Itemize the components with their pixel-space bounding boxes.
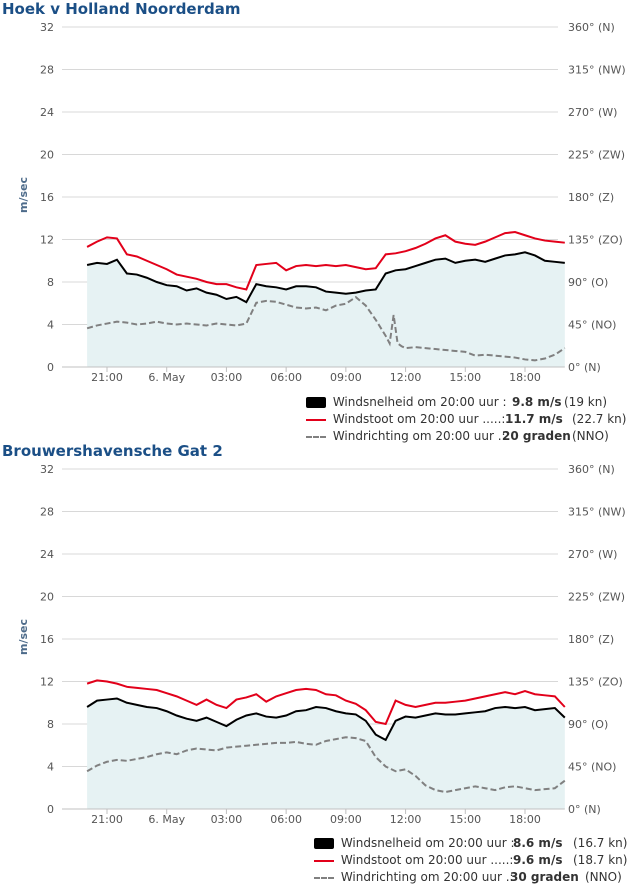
y2-tick-label: 0° (N) [568, 803, 601, 816]
legend-item-windrichting[interactable]: Windrichting om 20:00 uur .: 20 graden (… [306, 428, 632, 445]
series-line-windsnelheid [86, 251, 565, 304]
y-tick-label: 12 [40, 234, 54, 247]
y-tick-label: 20 [40, 591, 54, 604]
legend-item-windstoot[interactable]: Windstoot om 20:00 uur .....: 11.7 m/s (… [306, 411, 632, 428]
legend-extra: (22.7 kn) [572, 412, 627, 426]
legend-extra: (NNO) [585, 870, 622, 884]
y-tick-label: 24 [40, 548, 54, 561]
y2-tick-label: 135° (ZO) [568, 676, 623, 689]
legend-value: 30 graden [510, 870, 579, 884]
series-line-windstoot [86, 231, 565, 291]
legend-value: 9.6 m/s [513, 853, 563, 867]
y-tick-label: 32 [40, 21, 54, 34]
legend-label: Windrichting om 20:00 uur .: [340, 870, 514, 884]
y-tick-label: 32 [40, 463, 54, 476]
x-tick-label: 09:00 [330, 813, 362, 826]
y2-tick-label: 90° (O) [568, 276, 608, 289]
y-tick-label: 8 [47, 276, 54, 289]
x-tick-label: 12:00 [390, 371, 422, 384]
legend-label: Windsnelheid om 20:00 uur : [332, 395, 507, 409]
y2-tick-label: 270° (W) [568, 548, 617, 561]
legend-extra: (16.7 kn) [573, 836, 628, 850]
legend-item-windrichting[interactable]: Windrichting om 20:00 uur .: 30 graden (… [314, 869, 632, 886]
wind-chart[interactable]: 0 0° (N) 4 45° (NO) 8 90° (O) 12 135° (ZO) 16 180… [0, 442, 632, 882]
x-tick-label: 18:00 [509, 813, 541, 826]
chart-legend: Windsnelheid om 20:00 uur : 9.8 m/s (19 … [306, 394, 632, 445]
y2-tick-label: 225° (ZW) [568, 149, 625, 162]
chart-panel-hoek-v-holland: Hoek v Holland Noorderdam 0 0° (N) 4 45° (N… [0, 0, 632, 445]
y-tick-label: 20 [40, 149, 54, 162]
x-tick-label: 12:00 [390, 813, 422, 826]
speed-legend-symbol [306, 397, 326, 408]
y-axis-label: m/sec [17, 177, 30, 213]
legend-label: Windstoot om 20:00 uur .....: [332, 412, 506, 426]
x-tick-label: 21:00 [91, 371, 123, 384]
legend-label: Windrichting om 20:00 uur .: [332, 429, 506, 443]
x-tick-label: 15:00 [449, 813, 481, 826]
legend-item-windstoot[interactable]: Windstoot om 20:00 uur .....: 9.6 m/s (1… [314, 852, 632, 869]
direction-legend-symbol [314, 876, 334, 879]
chart-panel-brouwershavensche-gat: Brouwershavensche Gat 2 0 0° (N) 4 45° (NO)… [0, 442, 632, 884]
y-tick-label: 0 [47, 361, 54, 374]
y2-tick-label: 315° (NW) [568, 506, 626, 519]
y-tick-label: 4 [47, 319, 54, 332]
x-tick-label: 03:00 [211, 813, 243, 826]
y2-tick-label: 270° (W) [568, 106, 617, 119]
y2-tick-label: 45° (NO) [568, 761, 616, 774]
x-tick-label: 06:00 [270, 371, 302, 384]
x-tick-label: 6. May [148, 371, 185, 384]
x-tick-label: 09:00 [330, 371, 362, 384]
y-tick-label: 28 [40, 64, 54, 77]
y-tick-label: 0 [47, 803, 54, 816]
series-line-windrichting [86, 736, 566, 794]
x-tick-label: 06:00 [270, 813, 302, 826]
legend-item-windsnelheid[interactable]: Windsnelheid om 20:00 uur : 9.8 m/s (19 … [306, 394, 632, 411]
y2-tick-label: 180° (Z) [568, 191, 614, 204]
chart-legend: Windsnelheid om 20:00 uur : 8.6 m/s (16.… [314, 835, 632, 886]
y2-tick-label: 90° (O) [568, 718, 608, 731]
y-tick-label: 8 [47, 718, 54, 731]
chart-title: Brouwershavensche Gat 2 [2, 442, 223, 460]
x-tick-label: 03:00 [211, 371, 243, 384]
gust-legend-symbol [314, 859, 334, 862]
y2-tick-label: 0° (N) [568, 361, 601, 374]
y2-tick-label: 225° (ZW) [568, 591, 625, 604]
y2-tick-label: 45° (NO) [568, 319, 616, 332]
legend-extra: (18.7 kn) [573, 853, 628, 867]
x-tick-label: 18:00 [509, 371, 541, 384]
series-line-windstoot [86, 679, 566, 726]
x-tick-label: 6. May [148, 813, 185, 826]
y2-tick-label: 360° (N) [568, 21, 615, 34]
legend-extra: (NNO) [572, 429, 609, 443]
y-tick-label: 16 [40, 633, 54, 646]
x-tick-label: 15:00 [449, 371, 481, 384]
legend-value: 9.8 m/s [512, 395, 562, 409]
speed-legend-symbol [314, 838, 334, 849]
gust-legend-symbol [306, 418, 326, 421]
y-tick-label: 24 [40, 106, 54, 119]
legend-label: Windsnelheid om 20:00 uur : [340, 836, 515, 850]
legend-item-windsnelheid[interactable]: Windsnelheid om 20:00 uur : 8.6 m/s (16.… [314, 835, 632, 852]
y2-tick-label: 180° (Z) [568, 633, 614, 646]
direction-legend-symbol [306, 435, 326, 438]
legend-label: Windstoot om 20:00 uur .....: [340, 853, 514, 867]
speed-area-fill [87, 698, 565, 809]
legend-extra: (19 kn) [564, 395, 608, 409]
y2-tick-label: 315° (NW) [568, 64, 626, 77]
legend-value: 11.7 m/s [505, 412, 563, 426]
y2-tick-label: 135° (ZO) [568, 234, 623, 247]
y-tick-label: 12 [40, 676, 54, 689]
chart-title: Hoek v Holland Noorderdam [2, 0, 241, 18]
series-line-windrichting [86, 295, 566, 362]
legend-value: 8.6 m/s [513, 836, 563, 850]
wind-chart[interactable]: 0 0° (N) 4 45° (NO) 8 90° (O) 12 135° (ZO) 16 180… [0, 0, 632, 442]
y-tick-label: 28 [40, 506, 54, 519]
y-tick-label: 4 [47, 761, 54, 774]
x-tick-label: 21:00 [91, 813, 123, 826]
legend-value: 20 graden [502, 429, 571, 443]
y-tick-label: 16 [40, 191, 54, 204]
y-axis-label: m/sec [17, 619, 30, 655]
series-line-windsnelheid [86, 697, 566, 742]
y2-tick-label: 360° (N) [568, 463, 615, 476]
